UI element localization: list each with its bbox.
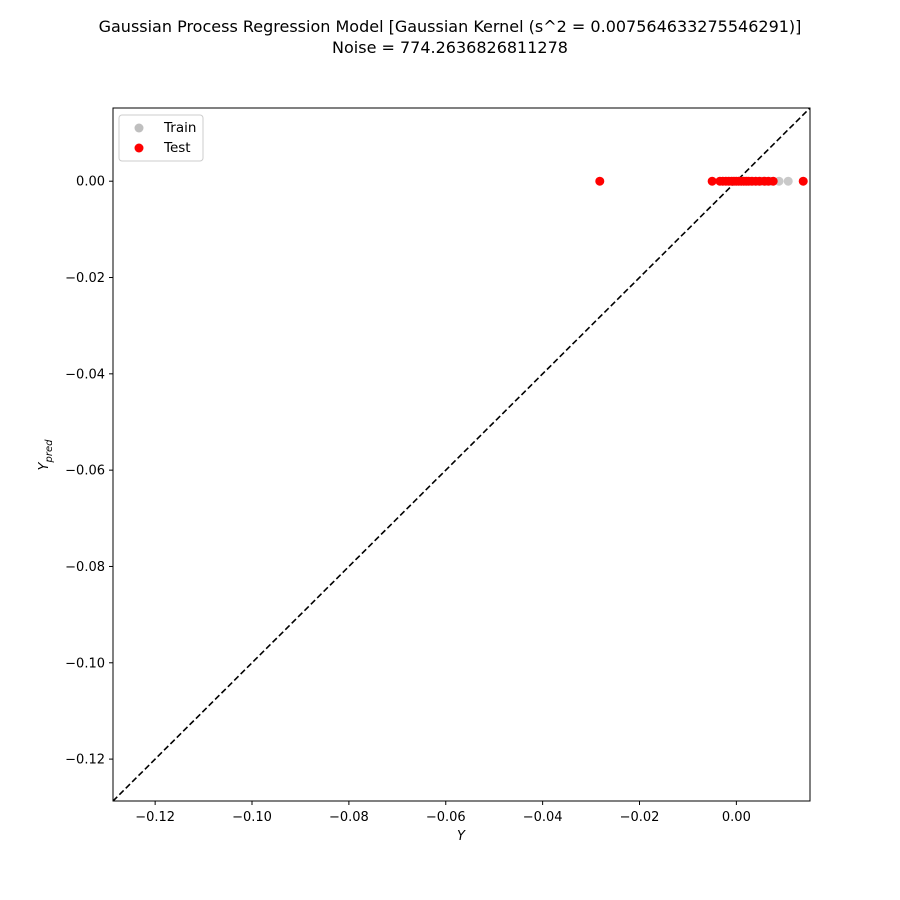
y-tick-label: −0.10 bbox=[65, 656, 105, 671]
x-tick-label: −0.04 bbox=[523, 810, 563, 825]
legend: Train Test bbox=[118, 114, 204, 162]
y-axis: 0.00 −0.02 −0.04 −0.06 −0.08 −0.10 −0.12 bbox=[65, 175, 113, 768]
identity-diagonal-line bbox=[113, 108, 810, 801]
svg-text:Ypred: Ypred bbox=[37, 439, 55, 471]
x-tick-label: −0.06 bbox=[426, 810, 466, 825]
y-axis-label-main: Y bbox=[37, 461, 52, 470]
scatter-point-test bbox=[707, 176, 717, 186]
y-tick-label: −0.12 bbox=[65, 753, 105, 768]
legend-label-test: Test bbox=[163, 140, 191, 156]
y-tick-label: −0.06 bbox=[65, 464, 105, 479]
x-tick-label: −0.08 bbox=[329, 810, 369, 825]
plot-contents bbox=[113, 108, 810, 801]
y-axis-label: Ypred bbox=[37, 439, 55, 471]
x-axis: −0.12 −0.10 −0.08 −0.06 −0.04 −0.02 0.00 bbox=[135, 801, 751, 825]
scatter-point-test bbox=[798, 176, 808, 186]
x-tick-label: −0.10 bbox=[232, 810, 272, 825]
x-tick-label: 0.00 bbox=[722, 810, 751, 825]
scatter-point-test bbox=[595, 176, 605, 186]
y-axis-label-sub: pred bbox=[44, 439, 55, 464]
legend-marker-test bbox=[134, 143, 144, 153]
x-tick-label: −0.12 bbox=[135, 810, 175, 825]
x-axis-label: Y bbox=[457, 829, 466, 844]
plot-frame bbox=[112, 107, 811, 802]
legend-label-train: Train bbox=[163, 120, 196, 136]
series-test bbox=[595, 176, 808, 186]
y-tick-label: −0.08 bbox=[65, 560, 105, 575]
x-tick-label: −0.02 bbox=[620, 810, 660, 825]
scatter-point-train bbox=[783, 176, 793, 186]
plot-area bbox=[112, 107, 811, 802]
y-tick-label: 0.00 bbox=[76, 175, 105, 190]
chart-subtitle: Noise = 774.2636826811278 bbox=[332, 38, 568, 57]
chart-title: Gaussian Process Regression Model [Gauss… bbox=[99, 17, 802, 36]
scatter-point-test bbox=[768, 176, 778, 186]
y-tick-label: −0.04 bbox=[65, 367, 105, 382]
legend-marker-train bbox=[134, 123, 144, 133]
y-tick-label: −0.02 bbox=[65, 271, 105, 286]
